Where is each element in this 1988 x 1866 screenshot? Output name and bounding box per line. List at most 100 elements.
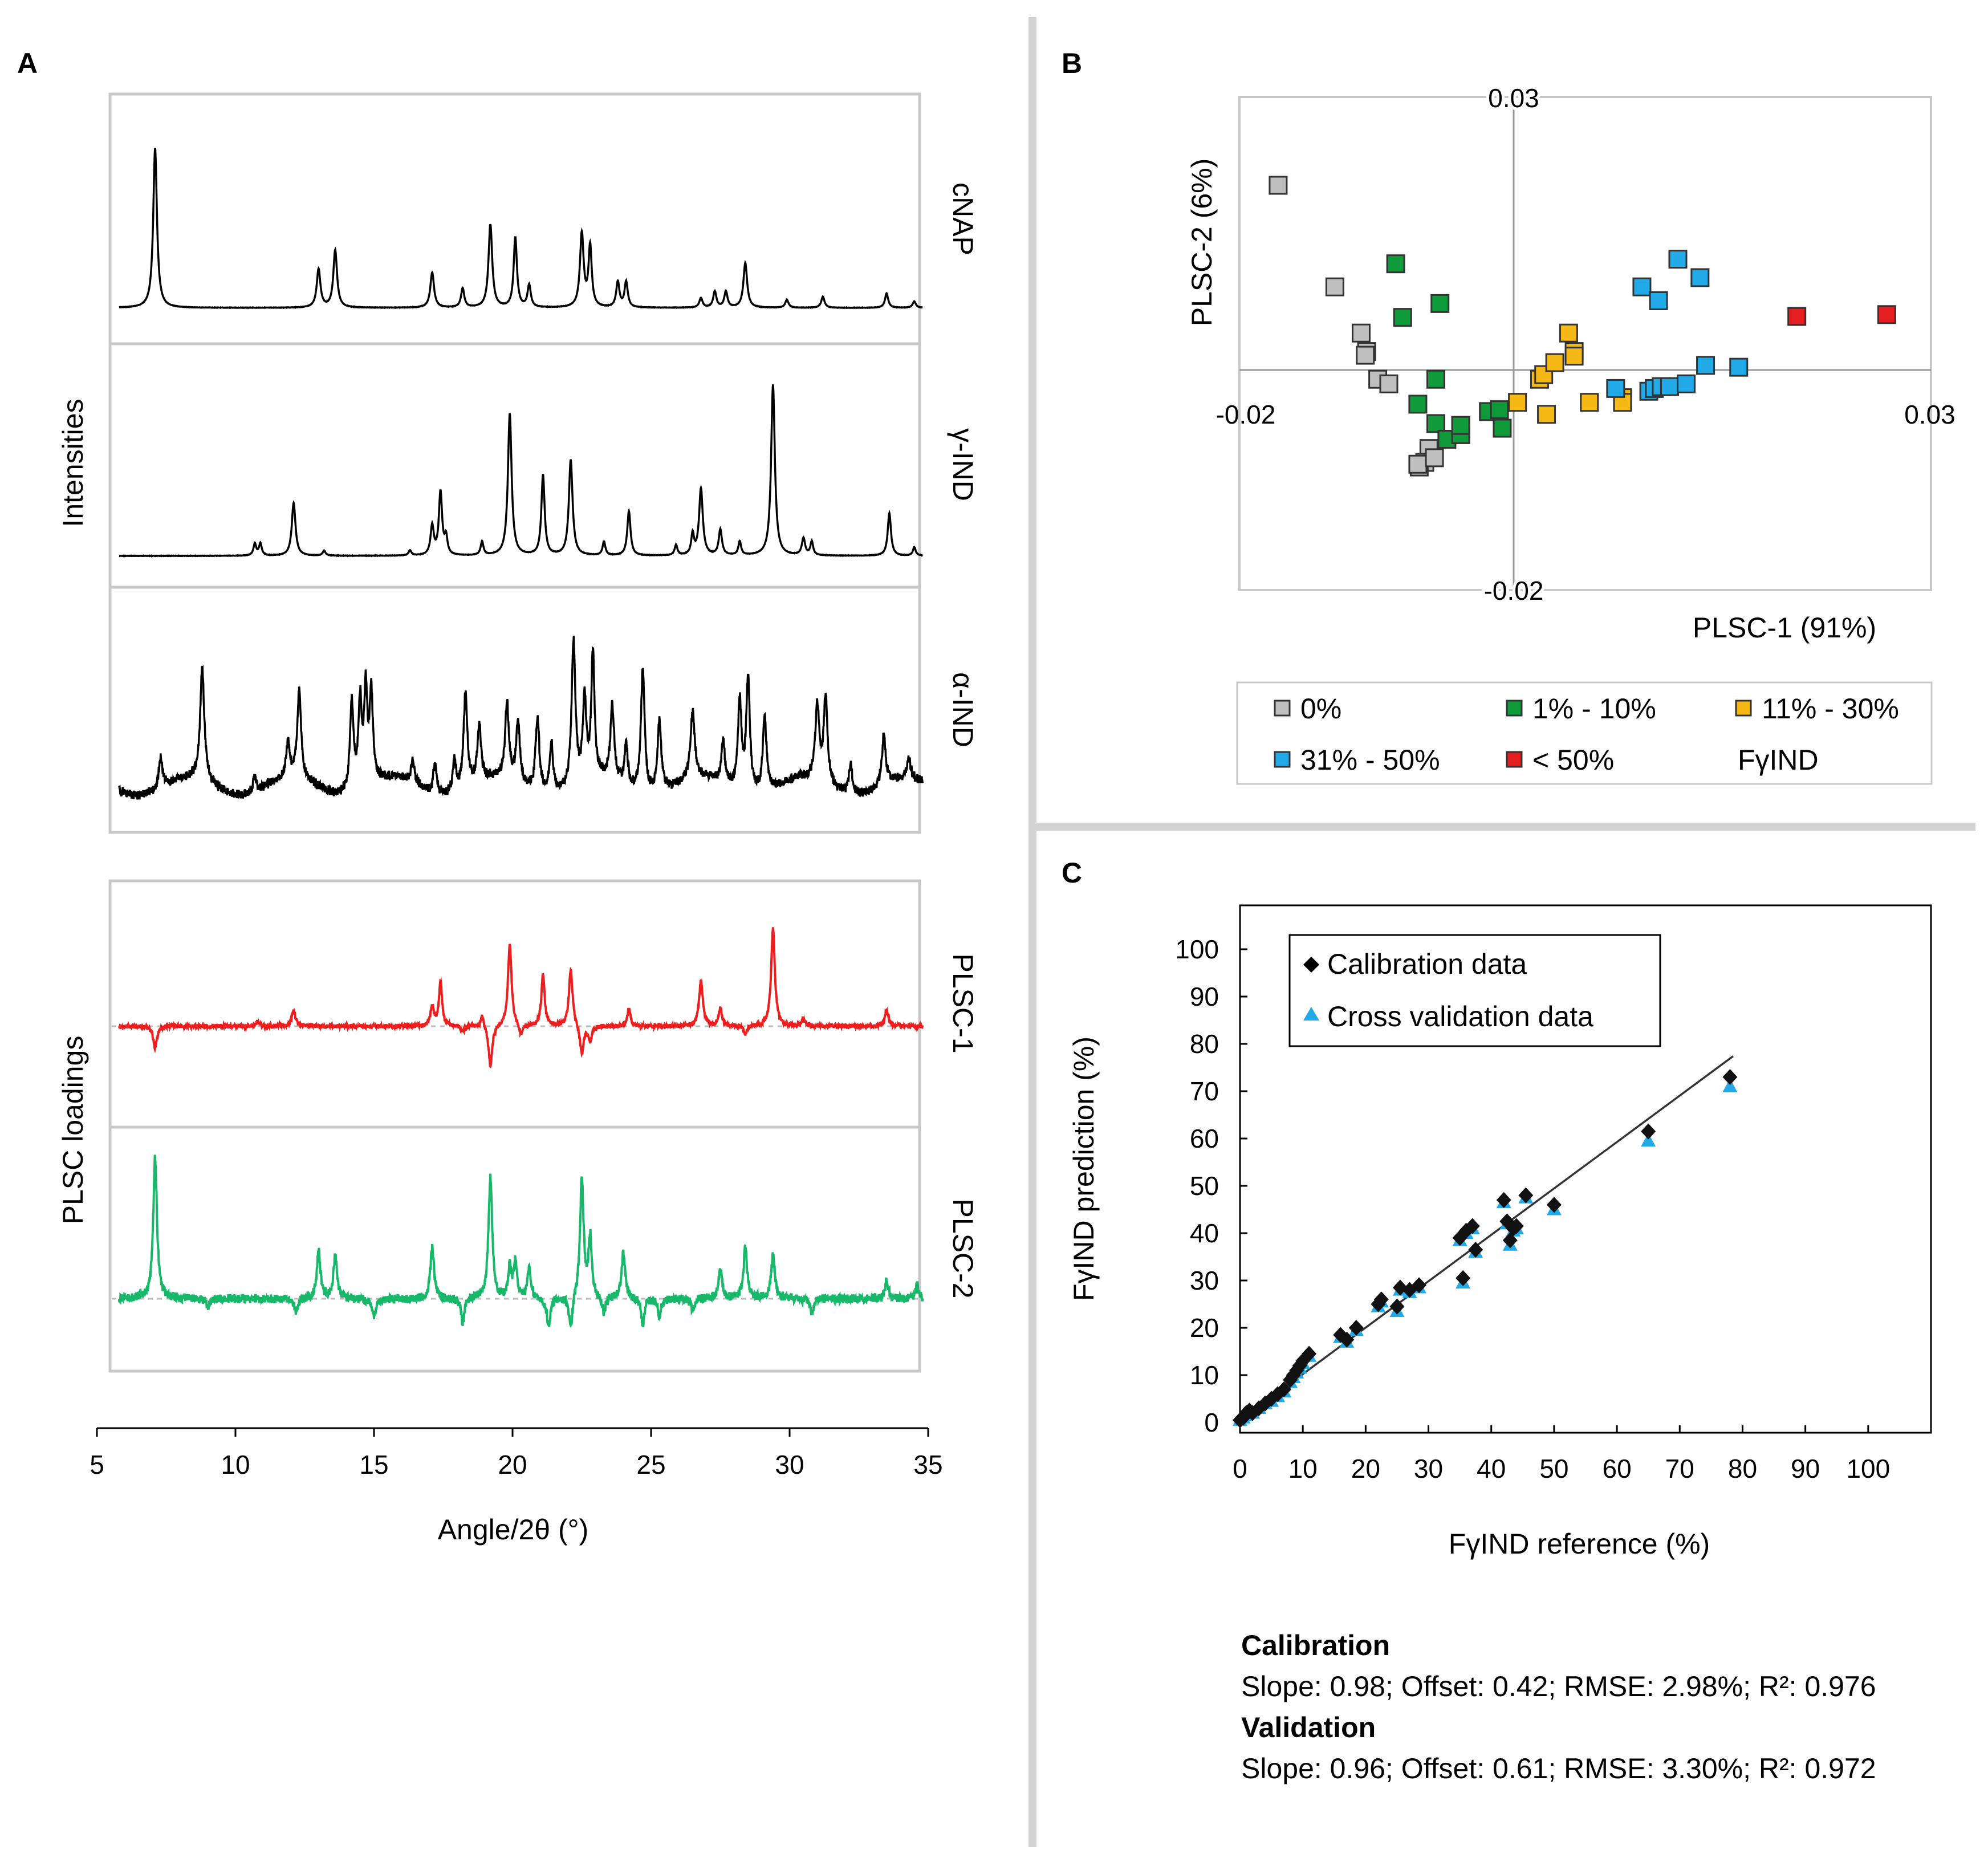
score-point	[1393, 308, 1412, 327]
legend-label-11-30pct: 11% - 30%	[1762, 693, 1899, 725]
score-point	[1490, 400, 1509, 420]
calibration-point	[1641, 1123, 1656, 1140]
x-tick-label: 50	[1539, 1454, 1568, 1483]
panel-c: C 0 10 20 30 40 50 60 70 80 90 100 0 10 20 30 40 50 60 70…	[1062, 857, 1932, 1784]
alpha-ind-spectrum-line	[118, 636, 924, 800]
panel-c-x-ticks: 0 10 20 30 40 50 60 70 80 90 100	[1233, 1425, 1890, 1483]
panel-a-label: A	[17, 47, 38, 79]
b-label-y-bottom: -0.02	[1484, 576, 1544, 605]
y-tick-label: 80	[1190, 1029, 1219, 1059]
score-point	[1493, 418, 1512, 438]
panel-b-legend-box	[1236, 681, 1933, 785]
legend-calibration-label: Calibration data	[1327, 948, 1527, 980]
legend-item-31-50pct: 31% - 50%	[1274, 744, 1440, 776]
legend-diamond-icon	[1303, 957, 1319, 973]
panel-a-x-axis-label: Angle/2θ (°)	[438, 1514, 589, 1546]
x-tick-label: 30	[775, 1450, 804, 1479]
calibration-point	[1502, 1232, 1518, 1249]
calibration-points	[1233, 1069, 1738, 1428]
score-point	[1580, 393, 1599, 412]
legend-label-fgammaind: FγIND	[1738, 744, 1819, 776]
score-point	[1690, 268, 1710, 287]
x-tick-label: 70	[1665, 1454, 1694, 1483]
x-tick-label: 60	[1603, 1454, 1632, 1483]
y-tick-label: 0	[1204, 1408, 1219, 1437]
panel-a: A cNAP γ-IND α-IND PLSC-1 PLSC-2 Intensi…	[17, 47, 979, 1546]
calibration-title: Calibration	[1241, 1629, 1390, 1661]
alpha-ind-label: α-IND	[947, 672, 979, 747]
panel-c-label: C	[1062, 857, 1082, 889]
x-tick-label: 10	[1288, 1454, 1318, 1483]
panel-b-plot-frame	[1238, 96, 1932, 591]
x-tick-label: 80	[1728, 1454, 1757, 1483]
score-point	[1534, 365, 1554, 384]
panel-c-legend-box	[1288, 934, 1661, 1047]
calibration-point	[1276, 1381, 1292, 1397]
x-tick-label: 25	[636, 1450, 665, 1479]
score-point	[1508, 393, 1527, 412]
score-point	[1379, 374, 1398, 393]
intensities-axis-label: Intensities	[57, 399, 89, 527]
validation-point	[1722, 1078, 1738, 1092]
legend-swatch-red	[1506, 751, 1523, 768]
legend-item-0pct: 0%	[1274, 693, 1341, 725]
b-label-x-right: 0.03	[1904, 400, 1956, 429]
panel-b: B 0.03 -0.02 -0.02 0.03 PLSC-2 (6%) PLSC…	[1062, 47, 1956, 785]
legend-swatch-blue	[1274, 751, 1291, 768]
score-point	[1451, 416, 1470, 435]
panel-a-x-ticks: 5 10 15 20 25 30 35	[90, 1428, 943, 1479]
score-point	[1430, 294, 1450, 313]
calibration-point	[1468, 1242, 1483, 1258]
score-point	[1269, 176, 1288, 195]
y-tick-label: 50	[1190, 1171, 1219, 1201]
legend-item-lt-50pct: < 50%	[1506, 744, 1614, 776]
x-tick-label: 30	[1414, 1454, 1443, 1483]
y-tick-label: 70	[1190, 1076, 1219, 1106]
calibration-point	[1339, 1331, 1355, 1348]
score-point	[1425, 448, 1444, 467]
plsc1-label: PLSC-1	[947, 953, 979, 1053]
score-point	[1408, 395, 1428, 414]
score-point	[1787, 307, 1807, 326]
calibration-point	[1389, 1298, 1405, 1315]
legend-cross-validation-label: Cross validation data	[1327, 1001, 1593, 1032]
calibration-stats: Slope: 0.98; Offset: 0.42; RMSE: 2.98%; …	[1241, 1670, 1876, 1702]
y-tick-label: 10	[1190, 1360, 1219, 1390]
calibration-point	[1518, 1187, 1534, 1204]
calibration-point	[1546, 1197, 1562, 1213]
y-tick-label: 20	[1190, 1313, 1219, 1343]
score-point	[1545, 353, 1564, 372]
panel-c-y-axis-label: FγIND prediction (%)	[1068, 1036, 1100, 1301]
calibration-point	[1509, 1218, 1524, 1234]
panel-b-scatter-points	[1269, 176, 1896, 477]
validation-point	[1641, 1133, 1656, 1147]
intensities-frame	[108, 92, 921, 834]
y-tick-label: 90	[1190, 982, 1219, 1011]
score-point	[1696, 356, 1715, 375]
score-point	[1559, 323, 1578, 343]
legend-swatch-orange	[1735, 700, 1752, 717]
cross-validation-points	[1233, 1078, 1738, 1426]
legend-label-1-10pct: 1% - 10%	[1532, 693, 1656, 725]
y-tick-label: 30	[1190, 1266, 1219, 1295]
x-tick-label: 20	[498, 1450, 527, 1479]
score-point	[1729, 357, 1749, 377]
plsc1-loading-line	[118, 927, 924, 1068]
b-label-x-left: -0.02	[1216, 400, 1276, 429]
validation-title: Validation	[1241, 1711, 1376, 1743]
score-point	[1606, 379, 1625, 398]
score-point	[1877, 305, 1896, 324]
cnap-spectrum-line	[119, 148, 923, 310]
x-tick-label: 5	[90, 1450, 104, 1479]
score-point	[1426, 369, 1445, 389]
x-tick-label: 35	[913, 1450, 942, 1479]
calibration-fit-line	[1239, 1055, 1734, 1421]
calibration-point	[1722, 1069, 1738, 1086]
calibration-point	[1348, 1320, 1364, 1336]
score-point	[1386, 254, 1405, 274]
x-tick-label: 100	[1846, 1454, 1890, 1483]
score-point	[1668, 250, 1688, 269]
x-tick-label: 20	[1351, 1454, 1380, 1483]
legend-item-11-30pct: 11% - 30%	[1735, 693, 1899, 725]
